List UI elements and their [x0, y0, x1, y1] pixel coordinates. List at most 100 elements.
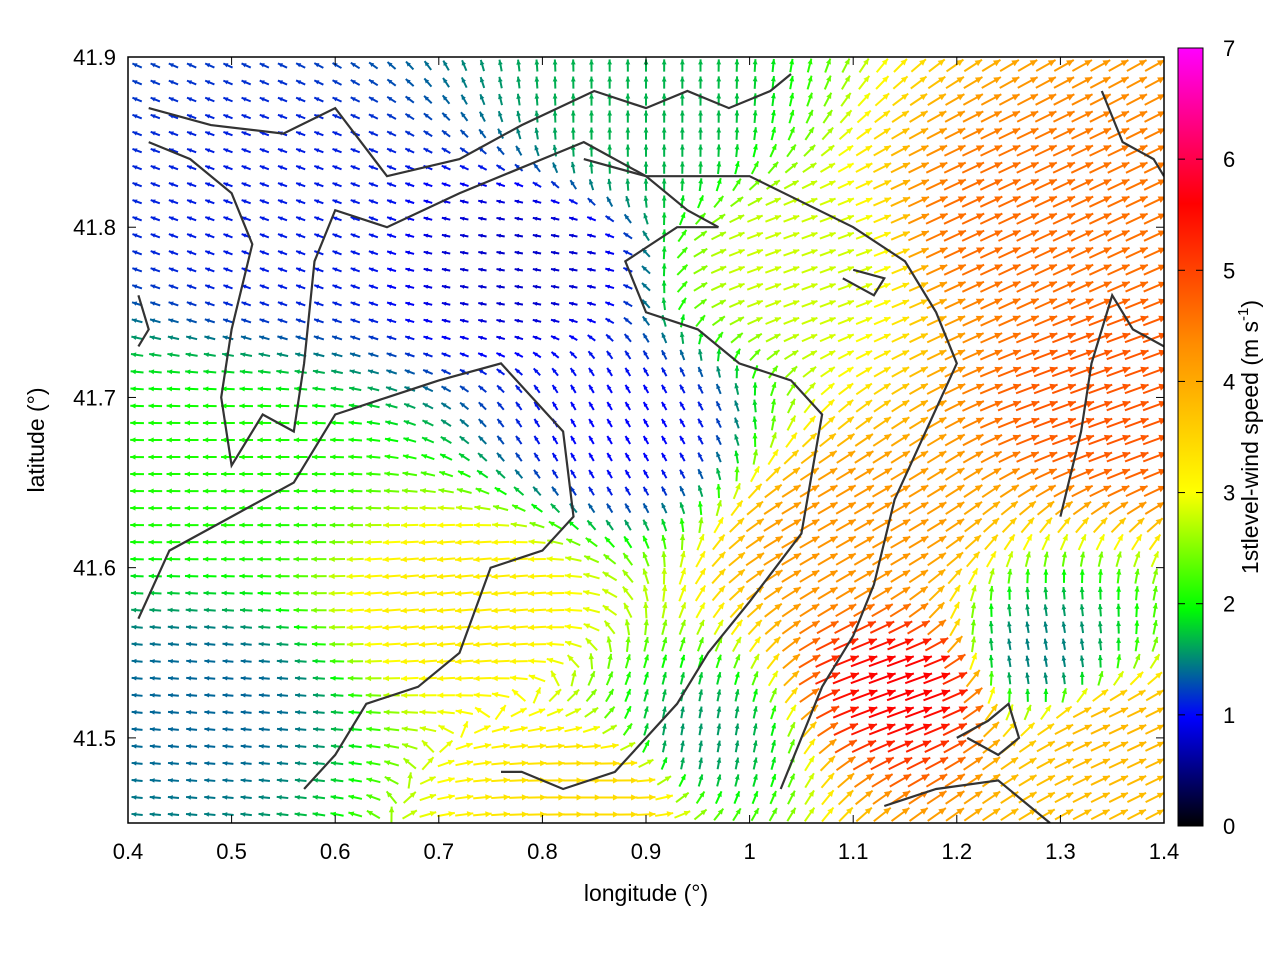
wind-arrow	[784, 687, 799, 704]
wind-arrow	[1033, 349, 1058, 361]
wind-arrow	[981, 467, 1002, 481]
wind-arrow	[441, 368, 452, 375]
wind-arrow	[624, 350, 632, 360]
wind-arrow	[1041, 533, 1051, 551]
wind-arrow	[1143, 127, 1164, 140]
wind-arrow	[661, 584, 668, 602]
wind-arrow	[498, 93, 503, 106]
wind-arrow	[764, 483, 783, 499]
wind-arrow	[1124, 366, 1149, 378]
wind-arrow	[998, 144, 1021, 157]
wind-arrow	[312, 692, 325, 698]
wind-arrow	[565, 538, 581, 547]
wind-arrow	[732, 482, 741, 500]
wind-arrow	[888, 620, 913, 634]
wind-arrow	[1116, 603, 1122, 617]
wind-arrow	[605, 671, 614, 686]
wind-arrow	[716, 59, 722, 72]
wind-arrow	[552, 76, 558, 89]
wind-arrow	[943, 739, 967, 754]
wind-arrow	[167, 727, 179, 732]
wind-arrow	[676, 280, 688, 293]
wind-arrow	[527, 760, 547, 767]
wind-arrow	[491, 573, 510, 580]
colorbar-tick-label: 4	[1223, 369, 1235, 394]
wind-arrow	[625, 178, 631, 191]
wind-arrow	[606, 503, 614, 514]
wind-arrow	[459, 335, 469, 341]
wind-arrow	[275, 403, 290, 409]
wind-arrow	[366, 743, 381, 749]
wind-arrow	[457, 470, 471, 478]
wind-arrow	[1108, 724, 1129, 735]
colorbar-label: 1stlevel-wind speed (m s-1)	[1235, 300, 1263, 574]
wind-arrow	[422, 385, 434, 393]
wind-arrow	[332, 301, 342, 307]
wind-arrow	[331, 335, 343, 341]
wind-arrow	[223, 130, 233, 137]
wind-arrow	[204, 250, 215, 256]
wind-arrow	[202, 403, 217, 409]
wind-arrow	[563, 794, 583, 801]
wind-arrow	[550, 301, 560, 306]
wind-arrow	[441, 147, 451, 154]
wind-arrow	[962, 349, 985, 361]
wind-arrow	[587, 350, 596, 360]
wind-arrow	[869, 740, 896, 753]
wind-arrow	[679, 401, 686, 411]
wind-arrow	[625, 110, 631, 123]
wind-arrow	[441, 182, 451, 188]
wind-arrow	[944, 399, 966, 412]
colorbar-label-close: )	[1237, 300, 1263, 308]
wind-arrow	[239, 386, 253, 392]
wind-arrow	[1149, 653, 1161, 669]
wind-arrow	[817, 569, 839, 583]
wind-arrow	[888, 756, 913, 771]
wind-arrow	[130, 488, 144, 494]
wind-arrow	[873, 299, 891, 309]
wind-arrow	[872, 179, 892, 190]
wind-arrow	[642, 584, 649, 602]
coastline-contour	[1059, 292, 1164, 517]
wind-arrow	[401, 709, 419, 716]
wind-arrow	[186, 62, 197, 69]
wind-arrow	[221, 590, 235, 596]
wind-arrow	[491, 556, 510, 563]
wind-arrow	[623, 213, 632, 224]
wind-arrow	[694, 212, 707, 225]
wind-arrow	[459, 216, 469, 221]
wind-arrow	[904, 689, 933, 702]
wind-arrow	[533, 435, 541, 445]
wind-arrow	[660, 486, 668, 496]
wind-arrow	[747, 196, 763, 207]
wind-arrow	[697, 452, 704, 462]
wind-arrow	[1108, 741, 1129, 752]
wind-arrow	[1143, 485, 1164, 498]
wind-arrow	[552, 93, 558, 106]
wind-arrow	[711, 568, 726, 585]
wind-arrow	[545, 794, 565, 801]
wind-arrow	[496, 384, 505, 394]
wind-arrow	[890, 535, 911, 549]
wind-arrow	[222, 744, 234, 749]
wind-arrow	[150, 250, 161, 256]
wind-arrow	[1071, 76, 1093, 89]
wind-arrow	[295, 182, 306, 188]
wind-arrow	[908, 467, 929, 481]
wind-arrow	[222, 62, 233, 69]
wind-arrow	[421, 453, 435, 461]
wind-arrow	[1017, 76, 1039, 89]
wind-arrow	[1052, 127, 1076, 140]
wind-arrow	[606, 401, 613, 411]
wind-arrow	[1107, 178, 1130, 191]
wind-arrow	[384, 437, 399, 443]
wind-arrow	[404, 130, 415, 137]
wind-arrow	[149, 624, 161, 630]
wind-arrow	[130, 369, 144, 375]
wind-arrow	[570, 93, 576, 106]
wind-arrow	[715, 434, 722, 446]
wind-arrow	[798, 654, 821, 669]
wind-arrow	[926, 535, 947, 549]
wind-arrow	[473, 742, 492, 750]
wind-arrow	[765, 265, 782, 274]
